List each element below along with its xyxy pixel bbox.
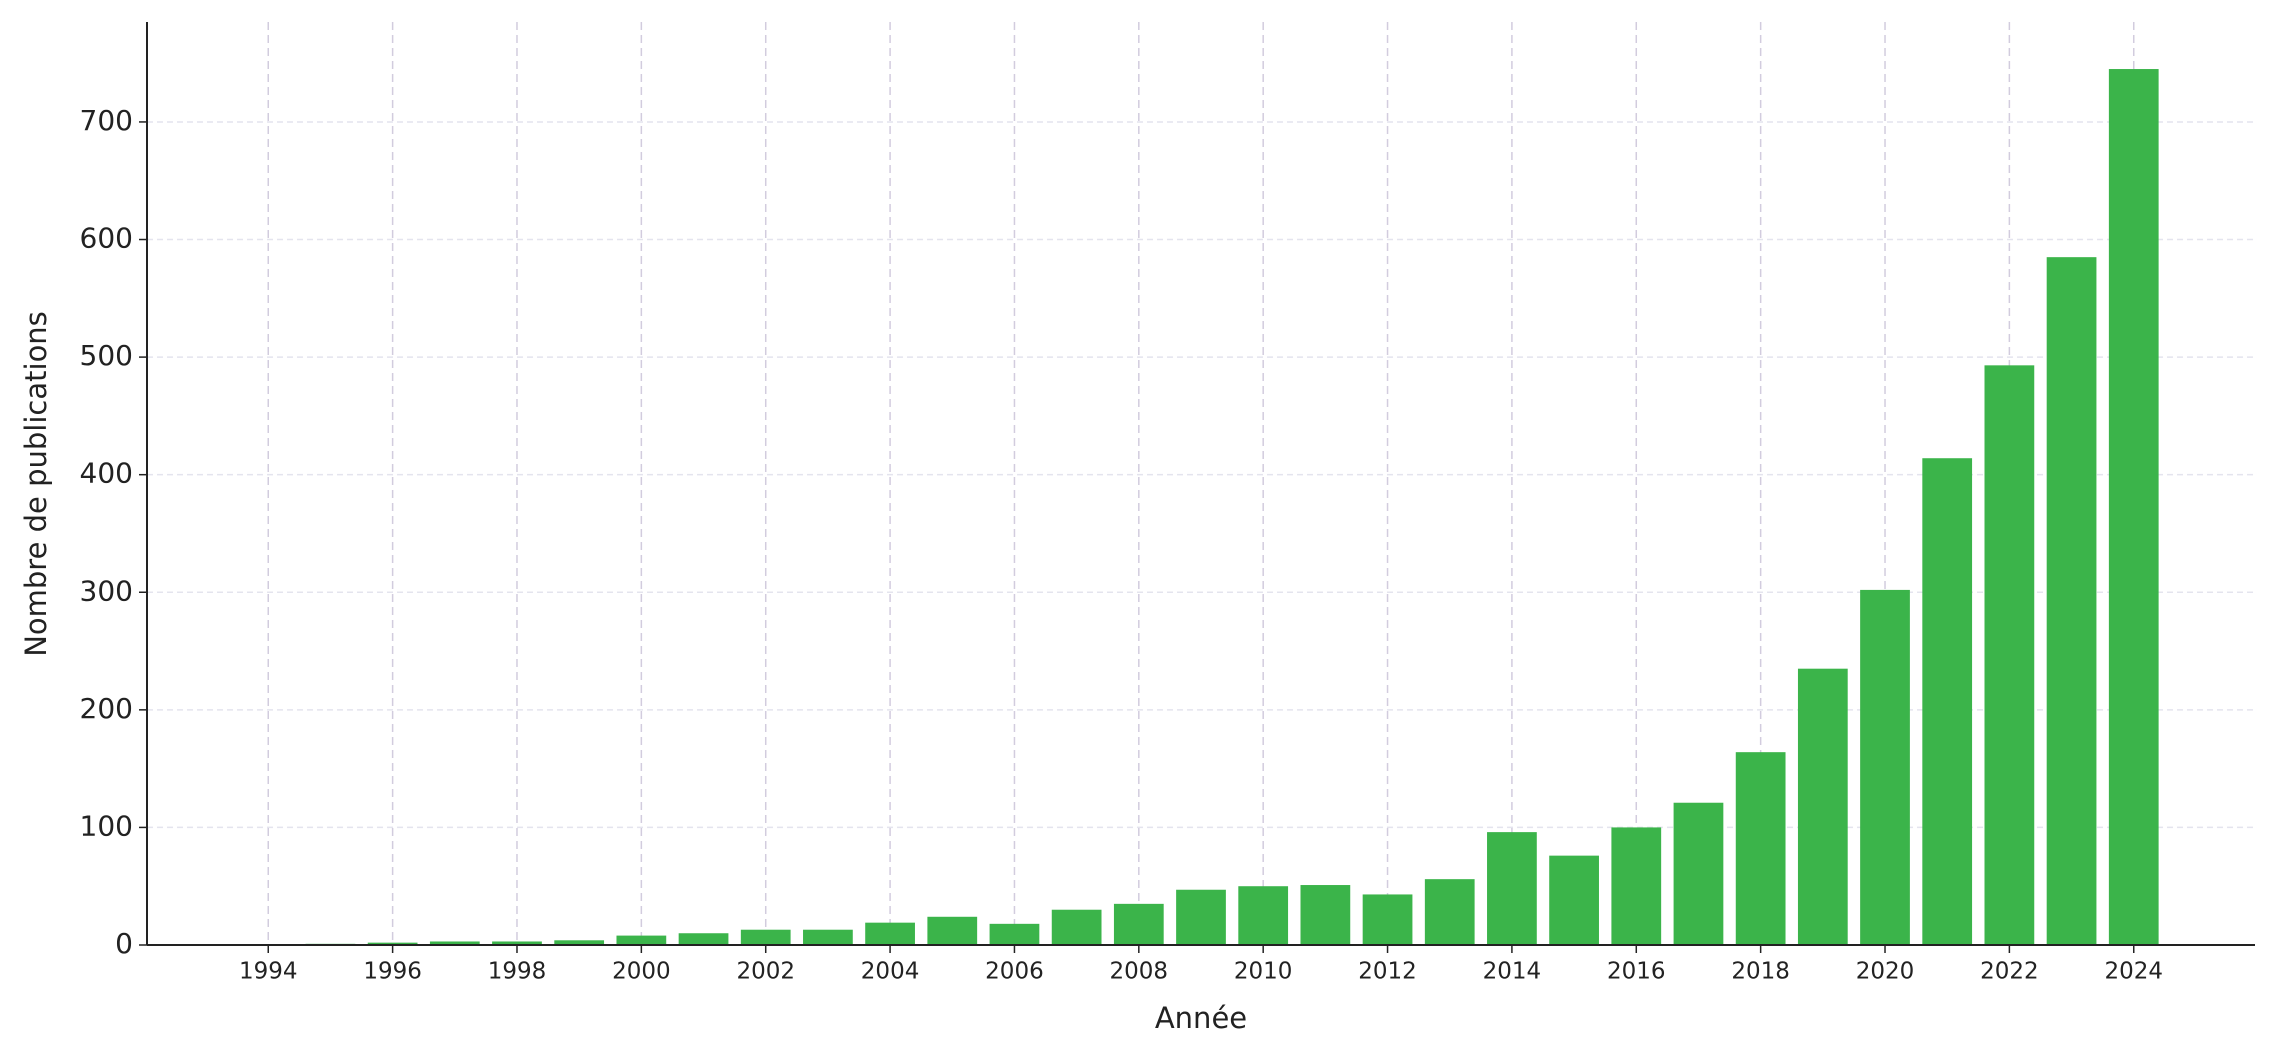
bar [740,929,791,945]
bar [429,941,480,945]
bar [1487,832,1537,945]
bar [1860,589,1910,945]
bar [1922,458,1973,945]
bar [678,933,729,945]
x-tick-label: 1998 [488,959,547,985]
bar [1735,752,1786,945]
y-tick-label: 400 [80,457,133,490]
bar [1424,879,1475,945]
y-tick-label: 0 [115,927,133,960]
bar [1051,909,1102,945]
bar [1176,889,1226,945]
bar [989,923,1040,945]
x-tick-label: 2004 [861,959,920,985]
x-tick-label: 2010 [1234,959,1293,985]
y-tick-label: 200 [80,692,133,725]
bar [1362,894,1413,945]
y-tick-label: 500 [80,339,133,372]
x-axis-label: Année [1155,1001,1247,1035]
bar [2046,257,2097,945]
y-tick-label: 300 [80,574,133,607]
bar [492,941,542,945]
x-tick-label: 2016 [1607,959,1666,985]
bar [616,935,667,945]
x-tick-label: 2018 [1731,959,1790,985]
x-tick-label: 1994 [239,959,298,985]
bar [1300,885,1351,945]
x-tick-label: 2008 [1110,959,1169,985]
y-axis-label: Nombre de publications [19,311,53,657]
x-tick-label: 2014 [1483,959,1542,985]
bar [927,916,978,945]
bar [1113,903,1164,945]
y-tick-label: 700 [80,104,133,137]
bar [1611,827,1662,945]
y-tick-label: 600 [80,222,133,255]
y-tick-label: 100 [80,809,133,842]
x-tick-label: 2012 [1358,959,1417,985]
bar [865,922,915,945]
x-tick-label: 2006 [985,959,1044,985]
x-tick-label: 2000 [612,959,671,985]
bar [1549,855,1599,945]
bar [2108,69,2159,945]
bar [1238,886,1289,945]
bar [1673,802,1724,945]
x-tick-label: 2020 [1856,959,1915,985]
x-tick-label: 2024 [2104,959,2163,985]
x-tick-label: 1996 [363,959,422,985]
bar [367,942,418,945]
bar [554,940,605,945]
bar [1984,365,2035,945]
bar [1797,668,1848,945]
x-tick-label: 2002 [736,959,795,985]
x-tick-label: 2022 [1980,959,2039,985]
bar [803,929,853,945]
